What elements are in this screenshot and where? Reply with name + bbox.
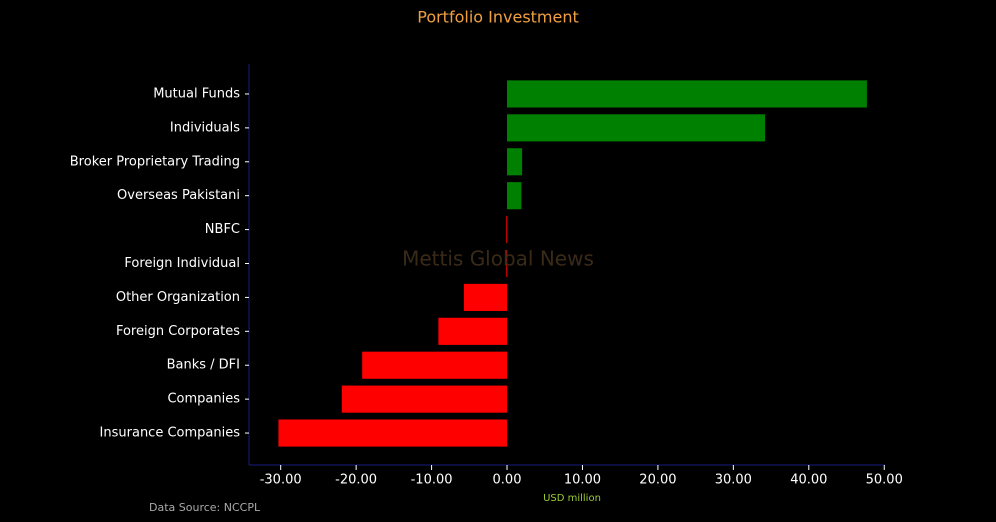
bar	[438, 317, 508, 345]
x-tick-label: 30.00	[715, 473, 752, 488]
x-tick-label: -30.00	[260, 473, 302, 488]
watermark: Mettis Global News	[402, 247, 594, 271]
chart-title: Portfolio Investment	[417, 8, 579, 27]
x-tick-label: 0.00	[493, 473, 522, 488]
bar	[506, 249, 508, 278]
bar	[341, 385, 508, 413]
bar	[362, 351, 508, 379]
y-tick-label: Insurance Companies	[100, 426, 241, 441]
y-tick-label: Other Organization	[116, 290, 240, 305]
source-note: Data Source: NCCPL	[149, 501, 261, 514]
y-tick-label: Foreign Corporates	[116, 324, 240, 339]
y-tick-label: Banks / DFI	[167, 358, 240, 373]
x-tick-label: -20.00	[335, 473, 377, 488]
y-tick-label: Foreign Individual	[124, 256, 240, 271]
bar	[507, 80, 867, 108]
x-tick-label: -10.00	[411, 473, 453, 488]
x-axis-label: USD million	[543, 493, 601, 504]
bar	[507, 182, 522, 210]
y-tick-label: NBFC	[205, 222, 240, 237]
y-tick-label: Broker Proprietary Trading	[70, 154, 240, 169]
y-tick-label: Overseas Pakistani	[117, 188, 240, 203]
y-tick-label: Companies	[167, 392, 240, 407]
x-tick-label: 50.00	[866, 473, 903, 488]
bar	[464, 283, 508, 311]
bar	[278, 419, 508, 447]
bar	[506, 216, 508, 244]
bar	[507, 148, 523, 176]
x-tick-label: 10.00	[564, 473, 601, 488]
bar	[507, 114, 766, 142]
x-tick-label: 20.00	[639, 473, 676, 488]
y-tick-label: Mutual Funds	[153, 86, 240, 101]
y-tick-label: Individuals	[170, 120, 240, 135]
x-tick-label: 40.00	[790, 473, 827, 488]
